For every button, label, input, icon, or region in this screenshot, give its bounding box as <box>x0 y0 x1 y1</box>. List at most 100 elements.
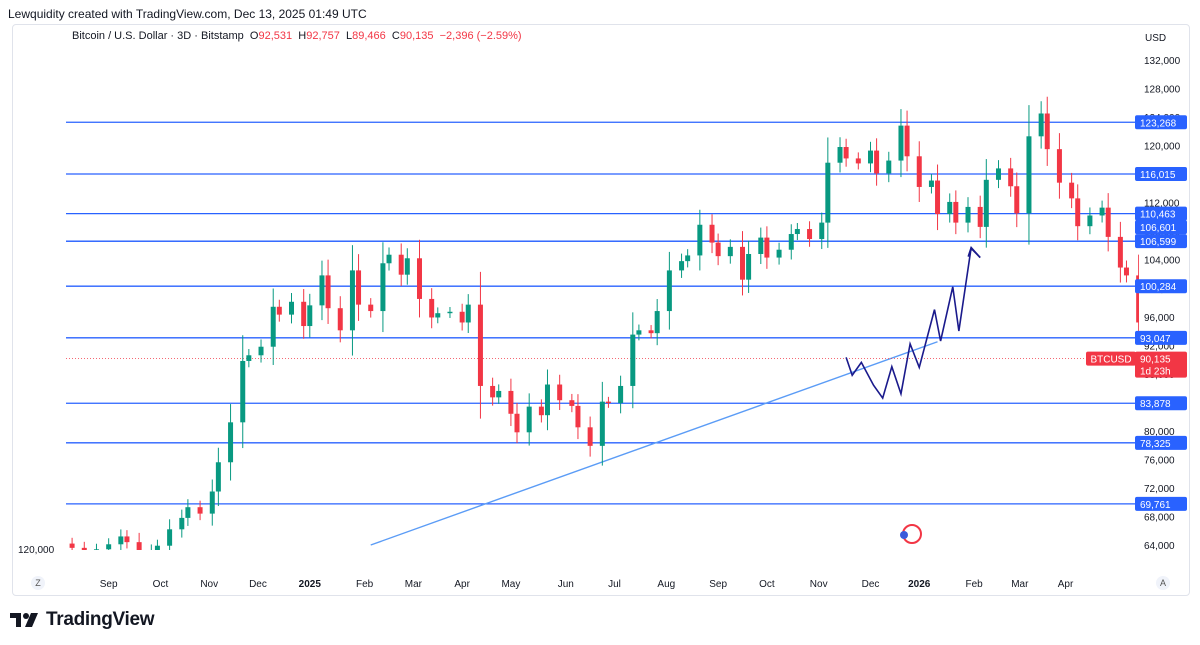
time-tick-label: Oct <box>153 579 169 590</box>
candle-body <box>416 258 422 299</box>
candle-body <box>1105 207 1111 237</box>
ascending-trendline <box>370 341 938 546</box>
candle-body <box>599 401 605 446</box>
candle-body <box>928 180 934 187</box>
candle-body <box>776 249 782 258</box>
candle-body <box>1087 215 1093 227</box>
level-price-tag: 123,268 <box>1135 115 1187 130</box>
candle-body <box>837 147 843 163</box>
bar-countdown: 1d 23h <box>1140 367 1171 378</box>
candle-body <box>154 545 160 550</box>
time-tick-label: Sep <box>100 579 118 590</box>
candle-body <box>258 346 264 356</box>
candle-body <box>398 254 404 275</box>
level-price-tag-label: 106,601 <box>1140 223 1177 234</box>
projection-path <box>845 246 981 400</box>
level-price-tag: 100,284 <box>1135 279 1187 294</box>
level-price-tag-bg <box>1135 206 1187 221</box>
candle-body <box>697 224 703 256</box>
level-price-tag-label: 123,268 <box>1140 118 1177 129</box>
candle-body <box>709 224 715 243</box>
candle-body <box>654 311 660 334</box>
candle-body <box>630 334 636 386</box>
time-tick-label: Aug <box>657 579 675 590</box>
candle-body <box>209 491 215 514</box>
price-tick-label: 64,000 <box>1144 541 1175 552</box>
candle-body <box>916 156 922 187</box>
symbol-tag-label: BTCUSD <box>1090 355 1131 366</box>
candle-body <box>270 306 276 347</box>
price-tick-label: 72,000 <box>1144 484 1175 495</box>
price-tick-label: 92,000 <box>1144 341 1175 352</box>
symbol-name[interactable]: Bitcoin / U.S. Dollar · 3D · Bitstamp <box>72 30 244 42</box>
candle-body <box>465 304 471 323</box>
time-tick-label: Feb <box>965 579 983 590</box>
candle-body <box>447 311 453 314</box>
candle-body <box>618 385 624 404</box>
current-price-tag-bg <box>1135 351 1187 378</box>
candle-body <box>819 222 825 240</box>
price-tick-label: 128,000 <box>1144 85 1181 96</box>
candle-body <box>349 270 355 331</box>
candle-body <box>93 549 99 550</box>
candle-body <box>1069 182 1075 199</box>
projection-arrowhead <box>967 246 981 259</box>
time-tick-label: May <box>501 579 520 590</box>
time-tick-label: 2025 <box>299 579 322 590</box>
candle-body <box>1038 113 1044 137</box>
candle-body <box>228 422 234 463</box>
candle-body <box>843 147 849 159</box>
high-value: 92,757 <box>306 30 340 42</box>
candle-body <box>118 536 124 545</box>
candle-body <box>740 246 746 280</box>
candle-body <box>605 401 611 404</box>
candle-body <box>459 311 465 323</box>
tradingview-brand-text: TradingView <box>46 609 155 630</box>
candle-body <box>124 536 130 543</box>
open-key: O <box>249 30 259 42</box>
candle-body <box>1117 236 1123 268</box>
level-price-tag-bg <box>1135 115 1187 130</box>
candle-body <box>136 542 142 550</box>
time-tick-label: Oct <box>759 579 775 590</box>
auto-scale-left-button[interactable]: Z <box>31 576 45 590</box>
candle-body <box>666 270 672 312</box>
open-value: 92,531 <box>258 30 293 42</box>
candle-body <box>679 261 685 271</box>
time-tick-label: Nov <box>810 579 828 590</box>
candle-body <box>1008 168 1014 187</box>
candle-body <box>1044 113 1050 150</box>
time-tick-label: 2026 <box>908 579 931 590</box>
candle-body <box>276 306 282 315</box>
candle-body <box>898 125 904 161</box>
price-tick-label: 68,000 <box>1144 512 1175 523</box>
candle-body <box>935 180 941 215</box>
level-price-tag-bg <box>1135 496 1187 511</box>
economic-event-icon <box>900 524 922 544</box>
level-price-tag-label: 106,599 <box>1140 237 1177 248</box>
level-price-tag: 116,015 <box>1135 167 1187 182</box>
level-price-tag: 106,599 <box>1135 234 1187 249</box>
candle-body <box>81 547 87 550</box>
candle-body <box>368 304 374 312</box>
price-axis-currency: USD <box>1145 33 1166 44</box>
candle-body <box>965 206 971 223</box>
price-tick-label: 96,000 <box>1144 313 1175 324</box>
candle-body <box>758 237 764 254</box>
auto-scale-right-button[interactable]: A <box>1156 576 1170 590</box>
candle-body <box>490 385 496 398</box>
candle-body <box>983 179 989 227</box>
left-scale-label: 120,000 <box>18 545 55 556</box>
candle-body <box>557 384 563 401</box>
candle-body <box>1014 186 1020 214</box>
candle-body <box>185 507 191 518</box>
low-value: 89,466 <box>352 30 386 42</box>
candle-body <box>337 308 343 331</box>
level-price-tag-bg <box>1135 220 1187 235</box>
candle-body <box>947 201 953 215</box>
time-tick-label: Dec <box>249 579 267 590</box>
candle-body <box>319 275 325 306</box>
time-tick-label: Nov <box>200 579 218 590</box>
candle-body <box>325 275 331 309</box>
